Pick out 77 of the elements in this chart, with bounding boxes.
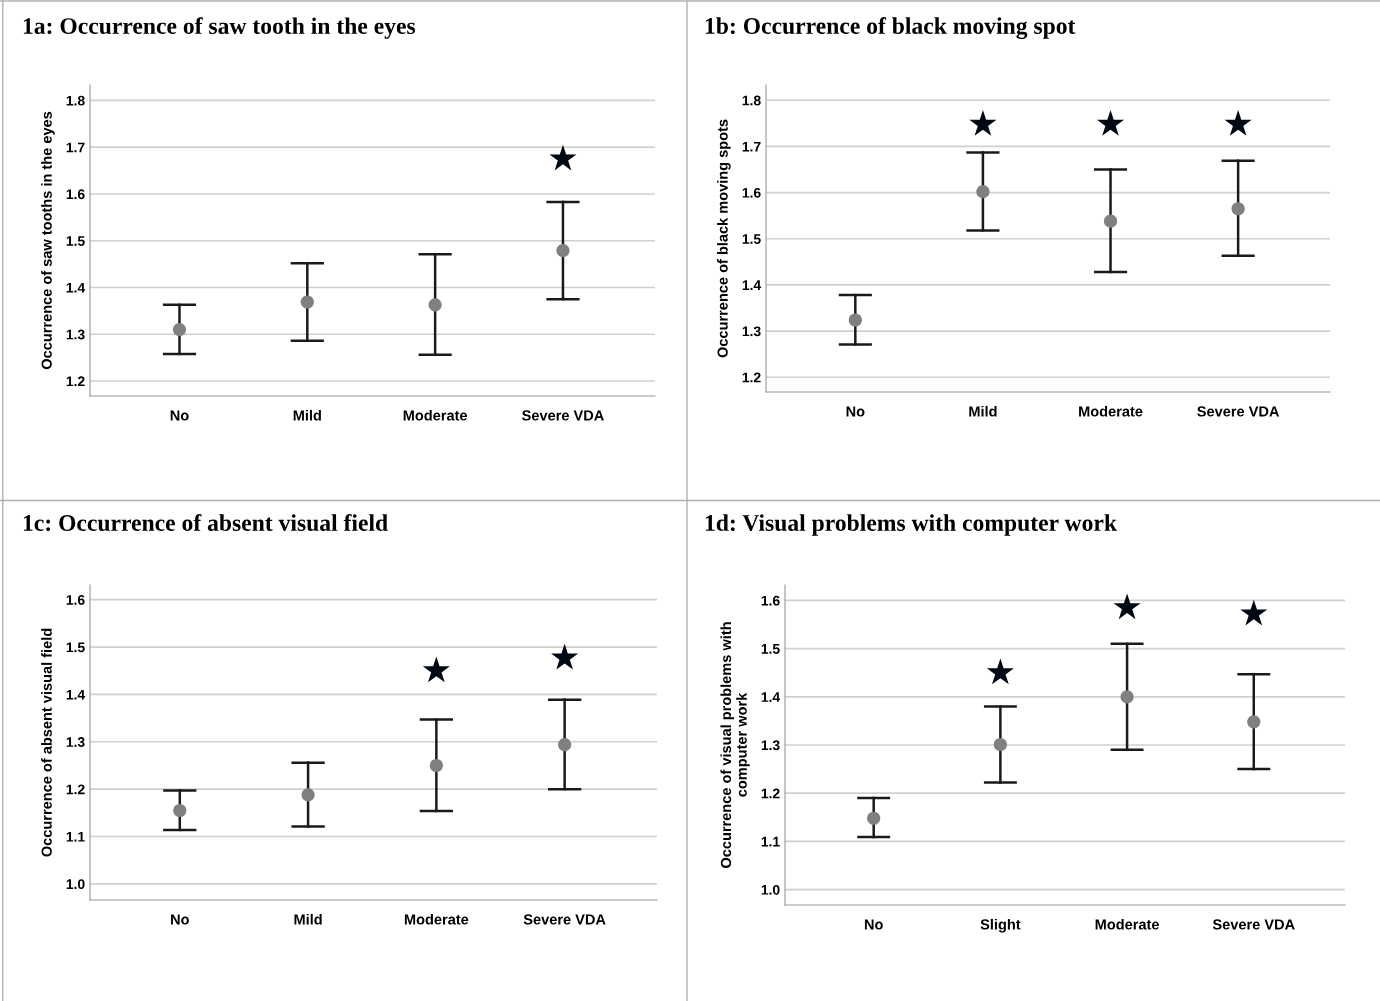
- point: [428, 298, 442, 312]
- point: [172, 323, 187, 337]
- y-tick-label: 1.5: [66, 236, 85, 246]
- x-tick-label: Moderate: [1095, 918, 1159, 930]
- y-tick-label: 1.5: [66, 642, 85, 653]
- chart-title: 1c: Occurrence of absent visual field: [23, 514, 388, 532]
- point: [558, 738, 572, 752]
- point: [173, 803, 187, 818]
- x-tick-label: Mild: [969, 405, 997, 417]
- x-tick-label: No: [864, 919, 883, 930]
- y-tick-label: 1.0: [66, 879, 85, 890]
- y-axis-title: Occurrence of saw tooths in the eyes: [41, 111, 55, 370]
- point: [1231, 202, 1245, 216]
- chart-title: 1a: Occurrence of saw tooth in the eyes: [23, 17, 416, 39]
- chart-title: 1b: Occurrence of black moving spot: [705, 17, 1076, 39]
- x-tick-label: Moderate: [1079, 405, 1143, 417]
- point: [429, 758, 443, 773]
- point: [551, 643, 579, 670]
- x-tick-label: Mild: [293, 409, 321, 421]
- y-tick-label: 1.4: [761, 692, 781, 702]
- point: [549, 144, 577, 171]
- y-tick-label: 1.2: [761, 788, 780, 799]
- y-axis-title: Occurrence of visual problems with computer work: [720, 622, 750, 868]
- y-tick-label: 1.4: [66, 689, 86, 700]
- y-tick-label: 1.7: [66, 142, 85, 153]
- point: [867, 811, 881, 825]
- point: [969, 110, 997, 136]
- y-tick-label: 1.3: [761, 740, 780, 751]
- y-tick-label: 1.5: [761, 644, 780, 654]
- point: [1224, 110, 1252, 136]
- point: [556, 243, 570, 258]
- point: [1103, 214, 1118, 228]
- y-axis-title: Occurrence of black moving spots: [717, 119, 731, 358]
- x-tick-label: No: [846, 406, 865, 417]
- y-tick-label: 1.2: [66, 376, 85, 387]
- point: [986, 658, 1014, 685]
- x-tick-label: Severe VDA: [1197, 406, 1280, 417]
- y-tick-label: 1.2: [742, 372, 761, 383]
- y-tick-label: 1.4: [66, 282, 86, 293]
- point: [1113, 593, 1141, 620]
- point: [1240, 599, 1268, 626]
- y-tick-label: 1.3: [66, 329, 85, 340]
- point: [976, 185, 990, 199]
- x-tick-label: Moderate: [403, 409, 468, 421]
- y-tick-label: 1.8: [66, 95, 85, 106]
- y-tick-label: 1.0: [761, 884, 780, 895]
- y-tick-label: 1.5: [742, 234, 761, 244]
- x-tick-label: Slight: [980, 918, 1021, 933]
- chart-title: 1d: Visual problems with computer work: [705, 514, 1118, 536]
- y-tick-label: 1.6: [761, 595, 780, 606]
- y-tick-label: 1.3: [66, 737, 85, 747]
- y-axis-title: Occurrence of absent visual field: [41, 628, 52, 857]
- point: [993, 737, 1007, 752]
- point: [1096, 110, 1125, 136]
- point: [422, 656, 450, 683]
- x-tick-label: No: [171, 914, 189, 925]
- y-tick-label: 1.2: [66, 784, 85, 795]
- point: [848, 313, 862, 327]
- point: [301, 788, 315, 802]
- x-tick-label: Severe VDA: [522, 410, 604, 421]
- y-tick-label: 1.8: [742, 95, 761, 106]
- y-tick-label: 1.3: [742, 326, 761, 337]
- y-tick-label: 1.1: [66, 832, 85, 842]
- y-tick-label: 1.6: [66, 595, 85, 605]
- x-tick-label: Mild: [294, 913, 322, 925]
- x-tick-label: No: [170, 410, 189, 421]
- x-tick-label: Severe VDA: [523, 914, 606, 925]
- y-tick-label: 1.4: [742, 280, 762, 290]
- point: [300, 295, 314, 309]
- x-tick-label: Severe VDA: [1212, 919, 1295, 930]
- point: [1120, 690, 1134, 704]
- y-tick-label: 1.6: [66, 189, 85, 200]
- y-tick-label: 1.7: [742, 141, 761, 152]
- y-tick-label: 1.1: [761, 836, 780, 847]
- y-tick-label: 1.6: [742, 187, 761, 198]
- point: [1247, 715, 1261, 729]
- x-tick-label: Moderate: [404, 913, 469, 925]
